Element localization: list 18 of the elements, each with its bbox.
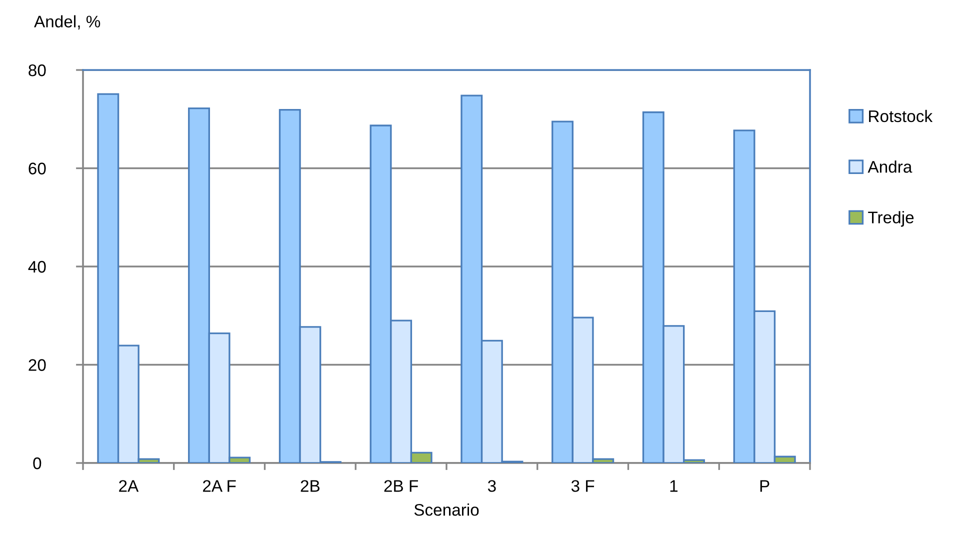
x-tick-label: 2A F (203, 480, 236, 492)
x-tick-label: 3 F (571, 480, 594, 492)
x-axis-title: Scenario (414, 504, 479, 516)
y-tick-label: 80 (28, 64, 46, 76)
legend-label: Tredje (868, 211, 914, 227)
y-tick-label: 40 (28, 260, 46, 273)
x-tick-label: 3 (488, 480, 496, 492)
y-tick-label: 60 (28, 162, 46, 174)
y-tick-label: 0 (33, 457, 42, 470)
x-tick-label: 2B F (384, 480, 418, 492)
x-tick-label: P (760, 480, 770, 492)
x-tick-label: 1 (670, 480, 678, 492)
y-tick-label: 20 (28, 359, 46, 371)
legend-label: Rotstock (869, 110, 933, 122)
y-axis-title: Andel, % (34, 15, 100, 30)
x-tick-label: 2A (119, 480, 139, 492)
legend-label: Andra (868, 160, 912, 173)
x-tick-label: 2B (300, 480, 320, 492)
